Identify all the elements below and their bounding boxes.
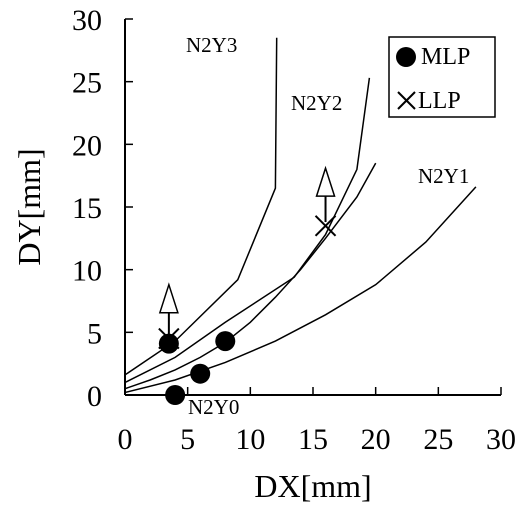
y-tick-label-5: 5 (87, 317, 102, 350)
legend: MLP LLP (388, 36, 496, 118)
y-tick-label-15: 15 (72, 192, 102, 225)
x-tick-label-0: 0 (118, 423, 133, 456)
arrow-head-1 (158, 282, 179, 314)
legend-mlp-label: MLP (421, 44, 470, 70)
mlp-point-3 (190, 363, 211, 384)
legend-llp-marker (397, 91, 416, 110)
x-tick-label-25: 25 (423, 423, 453, 456)
x-tick-label-30: 30 (486, 423, 516, 456)
llp-point-2 (314, 215, 337, 237)
mlp-point-4 (215, 331, 236, 352)
x-tick-label-10: 10 (235, 423, 265, 456)
x-axis-title: DX[mm] (254, 468, 371, 504)
y-axis-title: DY[mm] (11, 148, 47, 265)
arrow-head-2 (315, 165, 336, 197)
curve-label-n2y3: N2Y3 (186, 33, 237, 57)
legend-llp-label: LLP (418, 88, 461, 114)
curve-n2y3 (124, 37, 278, 376)
legend-mlp-marker (396, 47, 416, 67)
x-tick-label-15: 15 (298, 423, 328, 456)
x-tick-label-5: 5 (180, 423, 195, 456)
curve-label-n2y1: N2Y1 (418, 164, 469, 188)
curve-n2y0 (124, 162, 377, 390)
curve-label-n2y0: N2Y0 (188, 395, 239, 419)
y-tick-label-10: 10 (72, 255, 102, 288)
curve-n2y2 (124, 77, 371, 384)
y-tick-label-0: 0 (87, 380, 102, 413)
y-tick-label-25: 25 (72, 67, 102, 100)
curve-label-n2y2: N2Y2 (291, 91, 342, 115)
y-tick-label-30: 30 (72, 4, 102, 37)
x-tick-label-20: 20 (361, 423, 391, 456)
curve-n2y1 (124, 186, 477, 394)
y-tick-label-20: 20 (72, 129, 102, 162)
mlp-point-1 (158, 333, 179, 354)
